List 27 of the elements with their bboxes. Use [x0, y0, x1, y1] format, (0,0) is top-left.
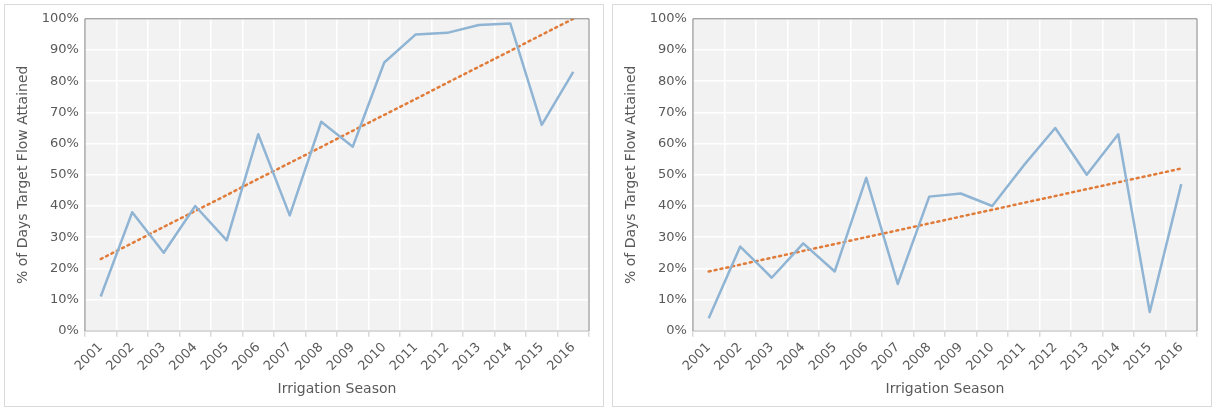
y-tick-label: 100%: [649, 10, 687, 26]
y-tick-label: 60%: [658, 134, 687, 150]
y-tick-label: 20%: [50, 259, 79, 275]
y-tick-label: 20%: [658, 259, 687, 275]
y-tick-label: 60%: [50, 134, 79, 150]
y-tick-label: 30%: [658, 228, 687, 244]
y-tick-label: 10%: [50, 290, 79, 306]
y-tick-label: 50%: [658, 166, 687, 182]
y-tick-label: 0%: [58, 322, 79, 338]
y-tick-label: 90%: [658, 41, 687, 57]
y-tick-label: 30%: [50, 228, 79, 244]
y-tick-label: 40%: [658, 197, 687, 213]
y-tick-label: 80%: [658, 72, 687, 88]
y-tick-label: 0%: [666, 322, 687, 338]
y-tick-label: 40%: [50, 197, 79, 213]
y-axis-title: % of Days Target Flow Attained: [622, 65, 639, 284]
y-tick-label: 70%: [658, 103, 687, 119]
y-tick-label: 10%: [658, 290, 687, 306]
y-tick-label: 50%: [50, 166, 79, 182]
y-tick-label: 80%: [50, 72, 79, 88]
x-axis-title: Irrigation Season: [885, 380, 1005, 397]
line-series: [707, 167, 1183, 273]
x-axis-title: Irrigation Season: [277, 380, 397, 397]
y-axis-title: % of Days Target Flow Attained: [14, 65, 31, 284]
y-tick-label: 100%: [41, 10, 79, 26]
y-tick-label: 70%: [50, 103, 79, 119]
y-tick-label: 90%: [50, 41, 79, 57]
